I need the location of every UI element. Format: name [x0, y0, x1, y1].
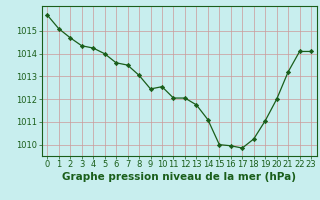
X-axis label: Graphe pression niveau de la mer (hPa): Graphe pression niveau de la mer (hPa) — [62, 172, 296, 182]
